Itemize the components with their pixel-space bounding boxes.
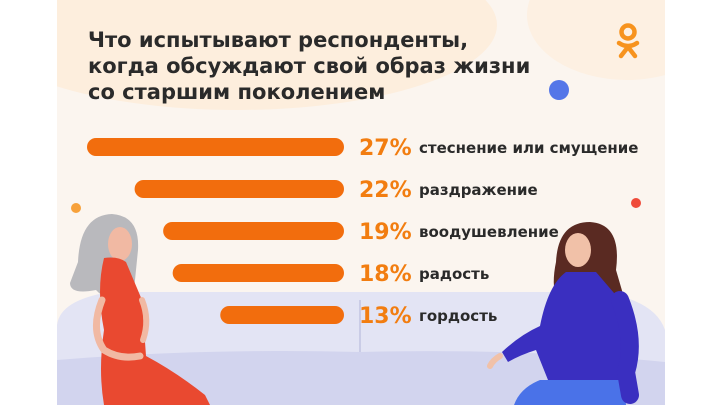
odnoklassniki-icon	[616, 23, 640, 59]
decor-dot-blue	[549, 80, 569, 100]
bar-category-label: стеснение или смущение	[419, 139, 638, 157]
bar-category-label: радость	[419, 265, 489, 283]
woman-left-illustration	[70, 214, 210, 405]
bar-category-label: гордость	[419, 307, 497, 325]
bar-value-label: 22%	[359, 178, 412, 203]
bar-3	[163, 222, 344, 240]
title-line-2: когда обсуждают свой образ жизни	[88, 54, 531, 78]
bar-2	[134, 180, 344, 198]
bar-category-label: раздражение	[419, 181, 538, 199]
bars-layer: 27% стеснение или смущение 22% раздражение 1…	[87, 136, 638, 329]
title-line-1: Что испытывают респонденты,	[88, 28, 469, 52]
decor-dot-red	[631, 198, 641, 208]
bar-value-label: 13%	[359, 304, 412, 329]
bar-category-label: воодушевление	[419, 223, 559, 241]
bar-value-label: 19%	[359, 220, 412, 245]
sofa-illustration	[57, 292, 665, 405]
decor-dot-orange	[71, 203, 81, 213]
woman-right-illustration	[487, 222, 639, 405]
bar-1	[87, 138, 344, 156]
bar-4	[172, 264, 344, 282]
bar-value-label: 27%	[359, 136, 412, 161]
bar-value-label: 18%	[359, 262, 412, 287]
chart-title: Что испытывают респонденты, когда обсужд…	[88, 27, 558, 105]
title-line-3: со старшим поколением	[88, 80, 386, 104]
bar-5	[220, 306, 344, 324]
